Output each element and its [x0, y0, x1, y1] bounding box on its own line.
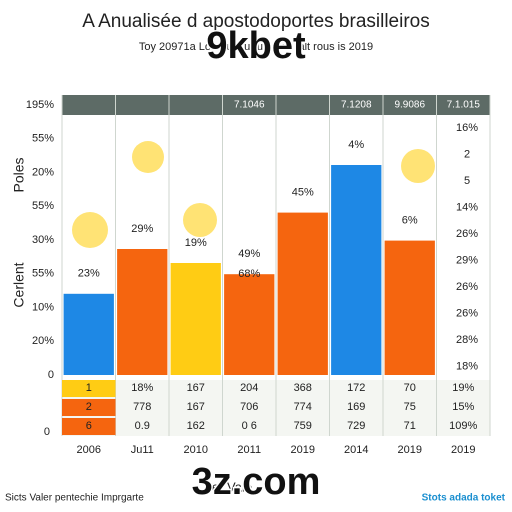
table-cell: 0.9 [135, 420, 150, 432]
bar-label: 29% [131, 223, 153, 235]
left-label: 20% [32, 335, 54, 347]
table-cell: 0 6 [242, 420, 257, 432]
left-label: 0 [48, 369, 54, 381]
chart-title: A Anualisée d apostodoportes brasilleiro… [82, 11, 430, 32]
right-label: 16% [456, 122, 478, 134]
x-tick-label: 2010 [184, 444, 208, 456]
left-label: 55% [32, 133, 54, 145]
bar [384, 240, 435, 375]
footer: Sicts Valer pentechie Imprgarte [5, 493, 144, 504]
right-label: 28% [456, 334, 478, 346]
table-cell: 778 [133, 401, 151, 413]
table-cell: 15% [452, 401, 474, 413]
left-label: 20% [32, 166, 54, 178]
header-cell: 9.9086 [394, 100, 425, 111]
legend: Zer Vale [204, 479, 252, 494]
y-axis-label: Cerlent [11, 262, 27, 307]
x-tick-label: 2019 [291, 444, 315, 456]
x-tick-label: Ju11 [131, 444, 154, 456]
row-head-cell [62, 399, 116, 416]
bar-label: 45% [292, 187, 314, 199]
right-label: 2 [464, 148, 470, 160]
table-cell: 167 [187, 401, 205, 413]
x-tick-label: 2019 [398, 444, 422, 456]
left-label: 55% [32, 200, 54, 212]
table-cell: 18% [131, 382, 153, 394]
x-tick-label: 2011 [237, 444, 261, 456]
bubble [72, 212, 108, 248]
header-cell: 7.1046 [234, 100, 265, 111]
bar [224, 274, 275, 375]
row-head: 6 [86, 420, 92, 432]
y-axis-label: Poles [11, 157, 27, 192]
table-cell: 706 [240, 401, 258, 413]
bar-label: 6% [402, 215, 418, 227]
bar [277, 212, 328, 375]
row-head-cell [62, 380, 116, 397]
left-label: 55% [32, 268, 54, 280]
footer: Stots adada toket [422, 493, 506, 504]
right-label: 26% [456, 307, 478, 319]
table-cell: 19% [452, 382, 474, 394]
table-cell: 169 [347, 401, 365, 413]
right-label: 29% [456, 254, 478, 266]
row-head: 2 [86, 401, 92, 413]
bar [117, 249, 168, 375]
right-label: 14% [456, 201, 478, 213]
header-cell: 7.1.015 [447, 100, 481, 111]
subtitle: Toy 20971a Lon ouie ur un nuel lalt rous… [139, 41, 373, 53]
right-label: 18% [456, 360, 478, 372]
right-label: 5 [464, 175, 470, 187]
right-label: 26% [456, 228, 478, 240]
watermark: 9kbet [206, 25, 306, 67]
table-cell: 774 [294, 401, 312, 413]
left-label: 195% [26, 99, 54, 111]
x-tick-label: 2019 [451, 444, 475, 456]
x-tick-label: 2014 [344, 444, 368, 456]
left-label: 10% [32, 301, 54, 313]
table-cell: 70 [404, 382, 416, 394]
table-cell: 167 [187, 382, 205, 394]
bar-label: 68% [238, 268, 260, 280]
right-label: 26% [456, 281, 478, 293]
bubble [401, 149, 435, 183]
bar [170, 263, 221, 375]
table-cell: 71 [404, 420, 416, 432]
table-cell: 368 [294, 382, 312, 394]
bubble [132, 141, 164, 173]
bar-label: 23% [78, 268, 100, 280]
x-tick-label: 2006 [77, 444, 101, 456]
row-head: 1 [86, 382, 92, 394]
watermark: 3z.com [192, 461, 321, 503]
table-cell: 204 [240, 382, 258, 394]
left-label: 30% [32, 234, 54, 246]
table-cell: 759 [294, 420, 312, 432]
bar [63, 293, 114, 375]
table-cell: 172 [347, 382, 365, 394]
bar-label: 4% [348, 139, 364, 151]
table-cell: 729 [347, 420, 365, 432]
bubble [183, 203, 217, 237]
bar-label: 19% [185, 237, 207, 249]
table-cell: 109% [449, 420, 477, 432]
table-cell: 162 [187, 420, 205, 432]
table-note: 0 [44, 426, 50, 438]
bar [331, 165, 382, 375]
bubbles [72, 141, 435, 248]
bar-label: 49% [238, 248, 260, 260]
header-cell: 7.1208 [341, 100, 372, 111]
row-head-cell [62, 418, 116, 435]
table-cell: 75 [404, 401, 416, 413]
